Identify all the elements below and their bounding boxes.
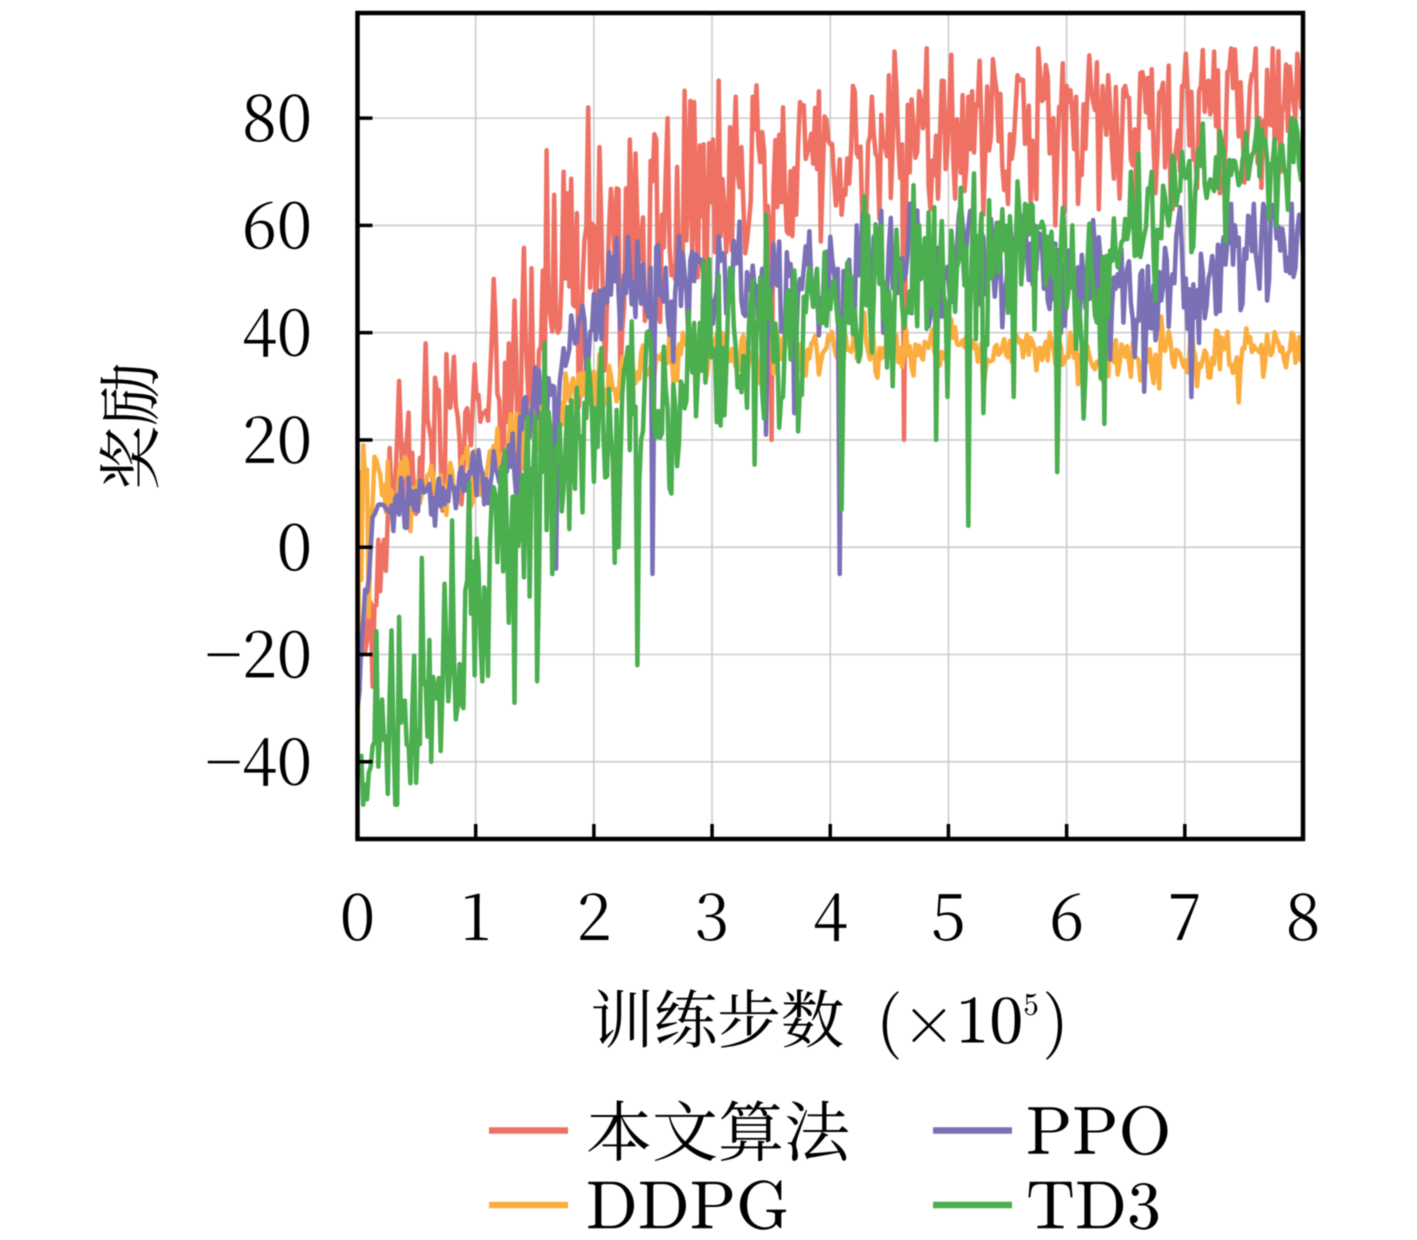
plot-frame: [355, 10, 1306, 842]
y-tick-label: [279, 523, 309, 572]
x-tick-label: [814, 893, 847, 942]
x-tick-label: [1052, 893, 1082, 941]
series-lines: [355, 46, 1306, 807]
series-polyline: [355, 115, 1306, 807]
y-tick-label: [244, 308, 309, 357]
x-tick-label: [580, 893, 609, 940]
legend-item-本文算法: [489, 1100, 849, 1162]
legend-label: [588, 1180, 787, 1230]
legend-item-TD3: [933, 1181, 1159, 1230]
legend-label: [1028, 1105, 1168, 1156]
x-tick-label: [933, 894, 963, 941]
y-axis-label: [99, 364, 159, 488]
series-polyline: [355, 46, 1306, 694]
axes-frame: [355, 10, 1306, 842]
y-tick-label: [245, 416, 309, 464]
x-tick-label: [1289, 893, 1318, 941]
x-tick-label: [342, 893, 373, 941]
x-tick-label: [697, 893, 726, 941]
series-line-PPO: [355, 201, 1306, 711]
legend: [489, 1100, 1168, 1230]
series-line-本文算法: [355, 46, 1306, 694]
series-line-TD3: [355, 115, 1306, 807]
y-tick-label: [207, 737, 309, 786]
y-tick-label: [207, 630, 309, 679]
y-tick-labels: [207, 94, 309, 786]
x-tick-label: [465, 893, 488, 941]
legend-label: [588, 1100, 849, 1162]
x-tick-labels: [342, 893, 1318, 942]
series-polyline: [355, 201, 1306, 711]
legend-label: [1028, 1181, 1159, 1230]
legend-item-PPO: [933, 1105, 1168, 1156]
x-tick-label: [1170, 894, 1199, 940]
y-tick-label: [245, 94, 309, 143]
legend-item-DDPG: [489, 1180, 787, 1230]
y-tick-label: [245, 201, 309, 250]
x-axis-label: [593, 989, 1063, 1060]
